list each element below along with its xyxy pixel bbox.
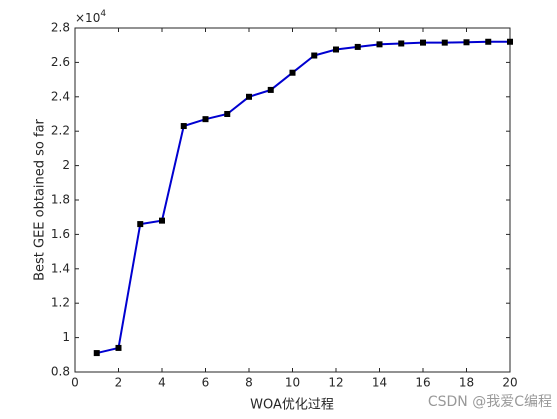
marker — [93, 350, 100, 357]
marker — [267, 86, 274, 93]
marker — [115, 344, 122, 351]
y-axis-label: Best GEE obtained so far — [33, 118, 48, 280]
marker — [224, 111, 231, 117]
x-tick-label: 8 — [245, 376, 253, 390]
y-tick-label: 1.6 — [51, 227, 70, 241]
marker — [180, 123, 187, 130]
marker — [159, 217, 165, 224]
y-tick-label: 2.2 — [51, 124, 70, 138]
watermark: CSDN @我爱C编程 — [428, 394, 552, 410]
y-tick-label: 1.8 — [51, 193, 70, 207]
marker — [354, 43, 361, 50]
marker — [246, 93, 252, 100]
y-tick-label: 2.4 — [51, 89, 70, 103]
x-tick-label: 20 — [502, 376, 517, 390]
marker — [137, 221, 144, 228]
marker — [289, 69, 296, 76]
marker — [485, 38, 492, 45]
x-tick-label: 4 — [158, 376, 166, 390]
series-line — [96, 40, 510, 355]
y-tick-label: 1 — [62, 330, 70, 344]
y-tick-label: 2.8 — [51, 21, 70, 35]
axes-box — [74, 27, 511, 373]
y-multiplier-exp: 4 — [100, 9, 106, 19]
x-tick-label: 12 — [328, 376, 343, 390]
marker — [441, 39, 448, 46]
y-tick-label: 0.8 — [51, 365, 70, 379]
y-multiplier: ×104 — [75, 9, 106, 25]
x-tick-label: 2 — [115, 376, 123, 390]
x-tick-label: 10 — [285, 376, 300, 390]
x-tick-label: 14 — [372, 376, 387, 390]
y-tick-label: 2 — [62, 158, 70, 172]
marker — [463, 39, 470, 46]
y-tick-label: 1.4 — [51, 261, 70, 275]
marker — [202, 116, 209, 123]
x-axis-label: WOA优化过程 — [250, 398, 334, 413]
x-tick-label: 0 — [71, 376, 79, 390]
marker — [311, 52, 318, 59]
marker — [420, 39, 426, 46]
y-multiplier-base: ×10 — [75, 11, 100, 25]
marker — [398, 40, 405, 47]
y-tick-label: 1.2 — [51, 296, 70, 310]
marker — [333, 46, 339, 53]
x-tick-label: 16 — [415, 376, 430, 390]
x-tick-label: 6 — [202, 376, 210, 390]
y-tick-label: 2.6 — [51, 55, 70, 69]
marker — [376, 41, 383, 48]
marker — [507, 38, 513, 45]
x-tick-label: 18 — [459, 376, 474, 390]
